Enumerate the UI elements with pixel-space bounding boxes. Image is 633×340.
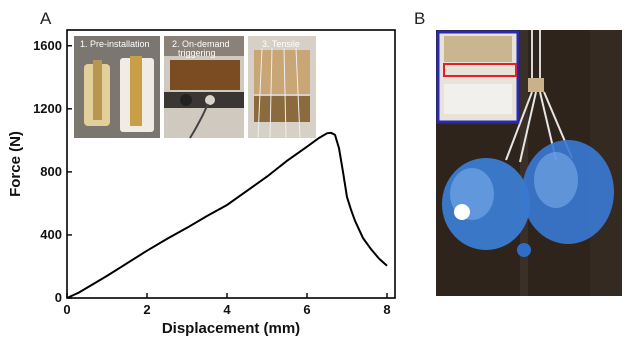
panel-a-label: A	[40, 9, 52, 28]
detail-highlight-box	[443, 63, 517, 77]
wedge-slot-left	[93, 60, 102, 120]
inset-2-top-band	[164, 36, 244, 56]
y-ticks: 0 400 800 1200 1600	[33, 38, 72, 305]
y-axis-title: Force (N)	[7, 131, 24, 197]
series-points	[67, 133, 387, 298]
inset-3-wire-4	[295, 47, 301, 139]
cable-left-2	[519, 91, 537, 163]
inset-1-caption-line: 1. Pre-installation	[80, 39, 150, 49]
y-tick-label: 1600	[33, 38, 62, 53]
x-tick-label: 4	[223, 302, 231, 317]
inset-3-caption-line: 3. Tensile	[262, 39, 300, 49]
inset-3-wire-3	[283, 47, 287, 139]
inset-photo-3: 3. Tensile	[248, 36, 316, 139]
inset-2-connector	[205, 95, 215, 105]
x-tick-label: 8	[383, 302, 390, 317]
y-tick-label: 1200	[33, 101, 62, 116]
x-tick-label: 2	[143, 302, 150, 317]
panel-b-label: B	[414, 9, 425, 28]
backdrop-seam	[520, 30, 528, 296]
cable-left-1	[505, 91, 533, 161]
panel-b-photo	[436, 30, 622, 296]
series-line	[66, 131, 388, 299]
inset-2-bolt	[180, 94, 192, 106]
wedge-slot-right	[130, 56, 142, 126]
inset-photo-1: 1. Pre-installation	[74, 36, 160, 138]
water-bottle-right	[522, 140, 614, 244]
inset-3-wood-block-top	[254, 50, 310, 94]
detail-inset-wood-bottom	[444, 84, 512, 114]
inset-3-wood-block-bottom	[254, 96, 310, 122]
y-tick-label: 0	[55, 290, 62, 305]
inset-2-wire	[189, 103, 209, 139]
chart-axes	[66, 29, 396, 299]
inset-photo-2: 2. On-demand triggering	[164, 36, 244, 139]
x-ticks: 0 2 4 6 8	[63, 293, 391, 317]
inset-3-caption: 3. Tensile	[262, 39, 300, 49]
x-tick-label: 0	[63, 302, 70, 317]
detail-inset-wood-top	[444, 36, 512, 62]
inset-2-caption-line-2: triggering	[178, 48, 216, 58]
bottle-left-label	[454, 204, 470, 220]
bottle-left-cap	[517, 243, 531, 257]
inset-2-caption-line-1: 2. On-demand	[172, 39, 230, 49]
water-bottle-left	[442, 158, 531, 257]
inset-2-wood-block	[170, 60, 240, 90]
inset-2-clamp	[164, 92, 244, 108]
plot-frame	[66, 29, 396, 299]
x-tick-label: 6	[303, 302, 310, 317]
wood-connector	[528, 78, 544, 92]
inset-3-wire-2	[269, 47, 273, 139]
inset-3-wire-1	[257, 47, 263, 139]
y-tick-label: 800	[40, 164, 62, 179]
inset-1-caption: 1. Pre-installation	[80, 39, 150, 49]
bottle-right-highlight	[534, 152, 578, 208]
inset-2-caption: 2. On-demand triggering	[172, 39, 232, 58]
x-axis-title: Displacement (mm)	[162, 320, 300, 337]
y-tick-label: 400	[40, 227, 62, 242]
